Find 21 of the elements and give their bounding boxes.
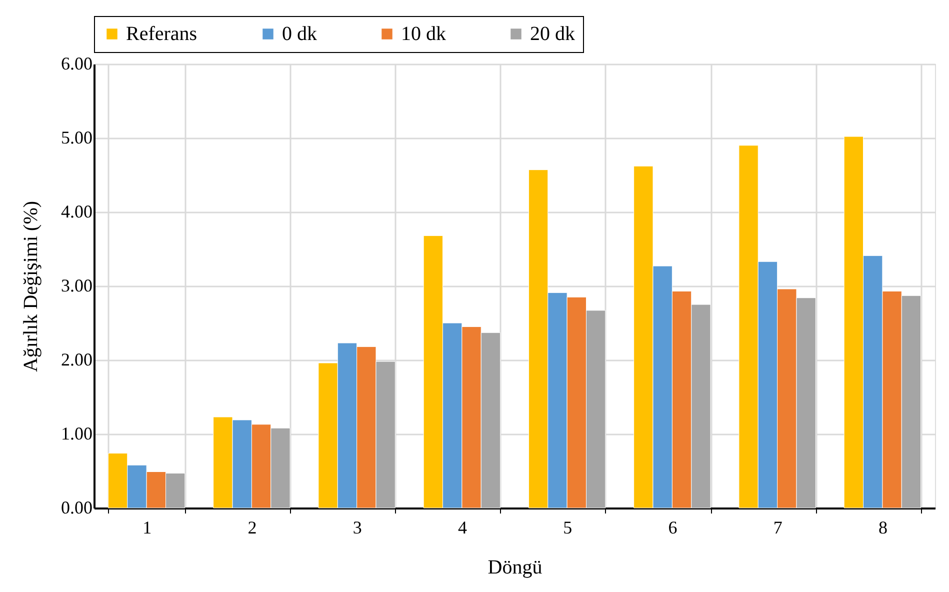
legend-label: 0 dk xyxy=(282,23,317,45)
y-tick-label: 0.00 xyxy=(61,498,92,518)
y-tick-label: 1.00 xyxy=(61,424,92,444)
y-tick-label: 3.00 xyxy=(61,276,92,296)
legend-label: 20 dk xyxy=(530,23,575,45)
y-axis-title: Ağırlık Değişimi (%) xyxy=(20,200,42,372)
x-tick-label: 1 xyxy=(142,518,152,538)
x-tick-label: 6 xyxy=(668,518,678,538)
y-tick-label: 6.00 xyxy=(61,54,92,74)
y-tick-label: 2.00 xyxy=(61,350,92,370)
x-axis-title: Döngü xyxy=(488,556,542,578)
legend-label: 10 dk xyxy=(401,23,446,45)
x-tick-label: 2 xyxy=(248,518,257,538)
x-tick-label: 5 xyxy=(563,518,572,538)
y-tick-label: 5.00 xyxy=(61,128,92,148)
y-tick-label: 4.00 xyxy=(61,202,92,222)
x-tick-label: 4 xyxy=(458,518,467,538)
legend-label: Referans xyxy=(126,23,198,45)
x-tick-label: 3 xyxy=(352,518,362,538)
x-tick-label: 8 xyxy=(878,518,888,538)
x-tick-label: 7 xyxy=(773,518,782,538)
